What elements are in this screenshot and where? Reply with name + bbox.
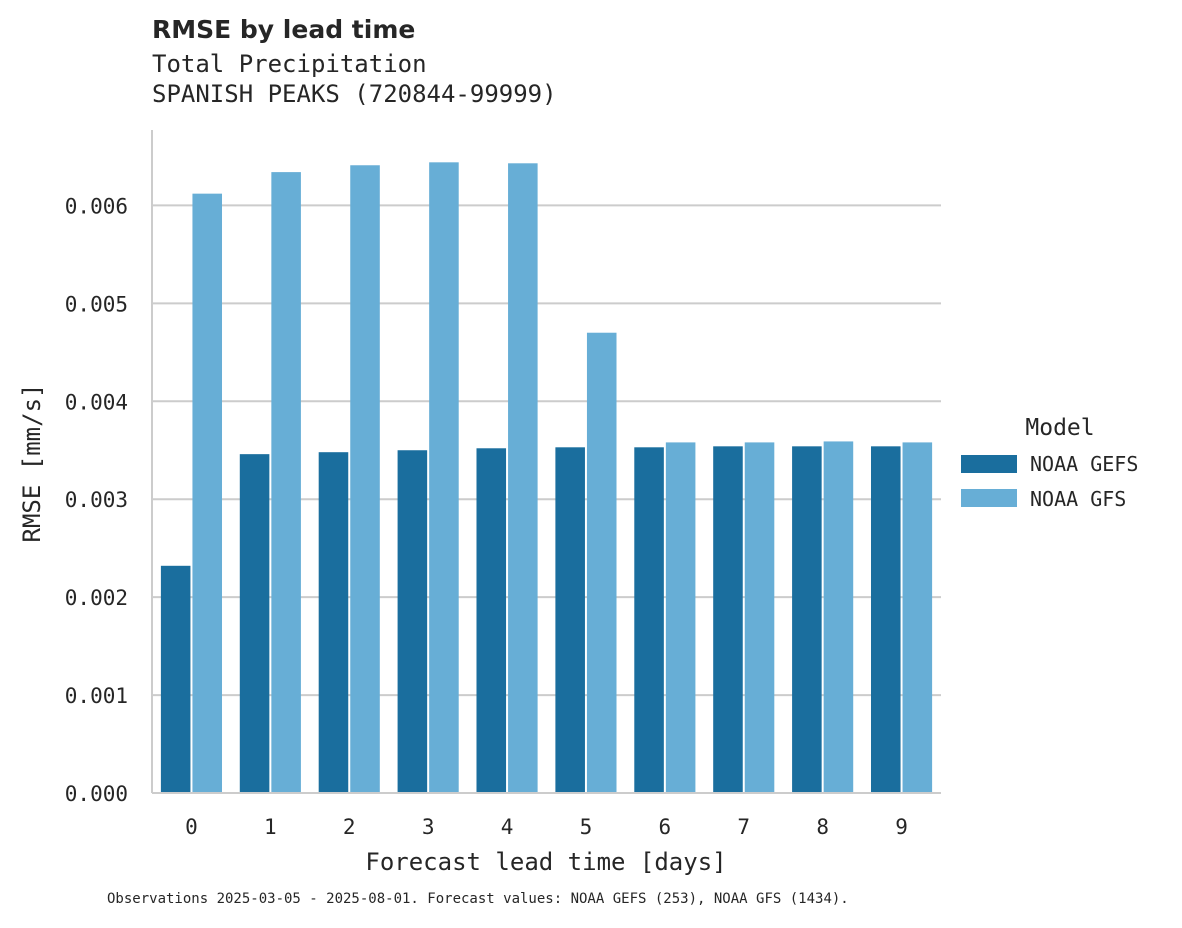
bar-noaa-gefs-lead-7 xyxy=(713,446,743,793)
y-tick-label-4: 0.004 xyxy=(65,390,128,414)
bar-noaa-gfs-lead-0 xyxy=(192,193,223,794)
bar-noaa-gfs-lead-7 xyxy=(744,442,775,793)
bar-noaa-gefs-lead-9 xyxy=(870,446,901,793)
bar-noaa-gefs-lead-4 xyxy=(476,448,507,793)
x-tick-label-2: 2 xyxy=(343,815,356,839)
y-tick-label-5: 0.005 xyxy=(65,292,128,316)
y-tick-label-3: 0.003 xyxy=(65,488,128,512)
chart-subtitle-station: SPANISH PEAKS (720844-99999) xyxy=(152,80,557,108)
y-tick-label-2: 0.002 xyxy=(65,586,128,610)
bar-noaa-gfs-lead-6 xyxy=(665,442,696,793)
x-tick-label-1: 1 xyxy=(264,815,277,839)
bar-noaa-gfs-lead-8 xyxy=(823,441,854,793)
bar-noaa-gefs-lead-1 xyxy=(239,454,270,793)
x-tick-label-7: 7 xyxy=(737,815,750,839)
legend: Model NOAA GEFS NOAA GFS xyxy=(961,415,1138,511)
axes xyxy=(151,130,941,794)
x-tick-label-5: 5 xyxy=(580,815,593,839)
bar-noaa-gefs-lead-0 xyxy=(160,565,191,793)
x-tick-labels: 0 1 2 3 4 5 6 7 8 9 xyxy=(185,815,908,839)
x-axis-label: Forecast lead time [days] xyxy=(365,848,726,876)
y-gridlines xyxy=(152,204,941,697)
x-tick-label-9: 9 xyxy=(895,815,908,839)
bar-noaa-gefs-lead-2 xyxy=(318,452,349,793)
bar-noaa-gefs-lead-8 xyxy=(792,446,822,793)
x-tick-label-6: 6 xyxy=(659,815,672,839)
x-tick-label-3: 3 xyxy=(422,815,435,839)
bar-noaa-gefs-lead-6 xyxy=(634,447,664,793)
bar-noaa-gfs-lead-1 xyxy=(271,172,301,793)
legend-swatch-noaa-gfs xyxy=(961,489,1017,507)
legend-label-noaa-gfs: NOAA GFS xyxy=(1030,487,1126,511)
y-tick-label-0: 0.000 xyxy=(65,782,128,806)
x-tick-label-4: 4 xyxy=(501,815,514,839)
bar-noaa-gfs-lead-2 xyxy=(350,165,380,793)
y-tick-label-1: 0.001 xyxy=(65,684,128,708)
legend-title: Model xyxy=(1025,415,1094,441)
bars xyxy=(160,162,933,794)
y-axis-label: RMSE [mm/s] xyxy=(18,384,46,543)
chart-subtitle-variable: Total Precipitation xyxy=(152,50,427,78)
bar-noaa-gefs-lead-5 xyxy=(555,447,585,793)
bar-noaa-gfs-lead-5 xyxy=(586,332,617,793)
chart-title: RMSE by lead time xyxy=(152,15,416,44)
y-tick-labels: 0.000 0.001 0.002 0.003 0.004 0.005 0.006 xyxy=(65,194,128,806)
bar-noaa-gfs-lead-9 xyxy=(902,442,933,793)
legend-label-noaa-gefs: NOAA GEFS xyxy=(1030,452,1138,476)
x-tick-label-8: 8 xyxy=(816,815,829,839)
bar-noaa-gefs-lead-3 xyxy=(397,450,428,793)
x-tick-label-0: 0 xyxy=(185,815,198,839)
y-tick-label-6: 0.006 xyxy=(65,194,128,218)
bar-noaa-gfs-lead-3 xyxy=(429,162,459,794)
footnote: Observations 2025-03-05 - 2025-08-01. Fo… xyxy=(107,891,849,907)
bar-noaa-gfs-lead-4 xyxy=(508,163,538,794)
legend-swatch-noaa-gefs xyxy=(961,455,1017,473)
